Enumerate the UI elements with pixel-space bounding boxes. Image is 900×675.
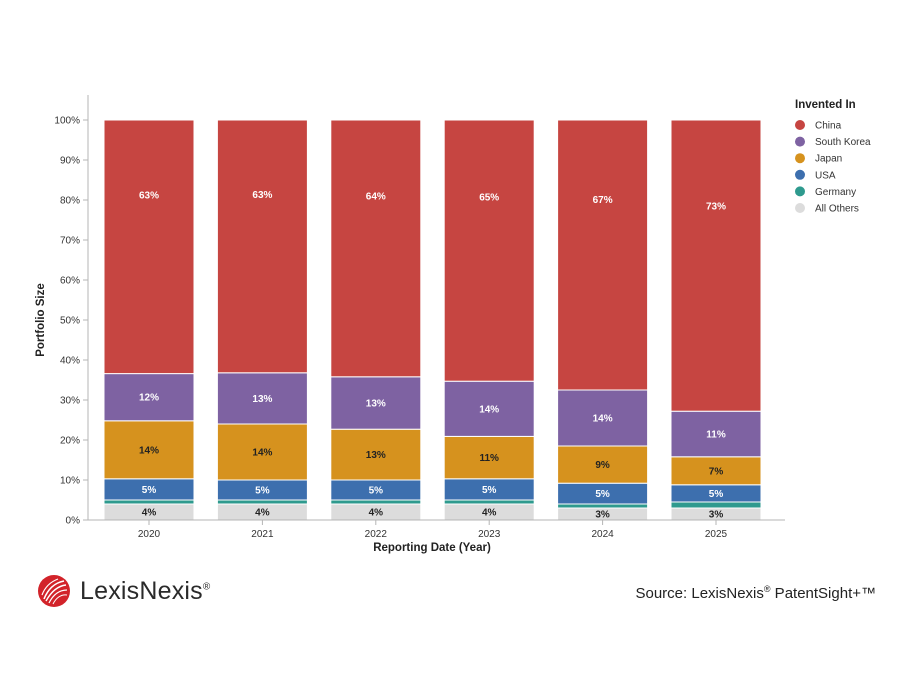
bar-japan-2024 [557,445,649,484]
legend-marker-germany [795,186,805,197]
data-label-china-2021: 63% [252,190,272,201]
source-prefix: Source: LexisNexis [635,585,764,602]
bar-japan-2022 [330,428,422,481]
data-label-all-others-2023: 4% [482,508,497,519]
y-tick-label: 70% [60,236,80,247]
x-tick-label: 2025 [705,529,728,540]
data-label-china-2024: 67% [593,195,613,206]
legend: Invented In China South Korea Japan USA Germ… [795,99,871,215]
bar-germany-2023 [443,499,535,505]
y-tick-label: 0% [66,516,81,527]
data-label-japan-2020: 14% [139,445,159,456]
bar-germany-2024 [557,503,649,509]
data-label-japan-2025: 7% [709,466,724,477]
bar-germany-2020 [103,499,195,505]
legend-title: Invented In [795,99,856,111]
y-tick-label: 60% [60,276,80,287]
y-axis: 0% 10% 20% 30% 40% 50% 60% 70% 80% 90% 100% [54,95,89,527]
bar-japan-2023 [443,435,535,480]
data-label-usa-2021: 5% [255,486,270,497]
x-tick-label: 2023 [478,529,501,540]
legend-marker-all-others [795,203,805,213]
data-label-china-2022: 64% [366,191,386,202]
stacked-bar-chart: 0% 10% 20% 30% 40% 50% 60% 70% 80% 90% 100% 4% 5% 14… [35,95,871,554]
source-note: Source: LexisNexis® PatentSight+™ [635,584,876,602]
y-tick-label: 20% [60,436,80,447]
legend-label-japan: Japan [815,154,842,165]
bar-south-korea-2025 [670,410,762,458]
bar-china-2022 [330,119,422,378]
legend-marker-japan [795,153,805,164]
bar-china-2021 [216,119,308,374]
lexisnexis-logo: LexisNexis® [36,573,210,609]
legend-marker-china [795,120,805,130]
bar-south-korea-2022 [330,376,422,430]
data-label-usa-2020: 5% [142,485,157,496]
source-suffix: PatentSight+™ [770,585,876,602]
bar-china-2024 [557,119,649,391]
data-label-all-others-2024: 3% [595,510,610,521]
data-label-south-korea-2021: 13% [252,394,272,405]
legend-label-germany: Germany [815,187,856,198]
bar-japan-2025 [670,456,762,486]
bar-germany-2025 [670,501,762,509]
x-axis-title: Reporting Date (Year) [373,542,491,554]
y-tick-label: 100% [54,116,80,127]
bar-south-korea-2024 [557,389,649,447]
legend-label-china: China [815,121,842,132]
data-label-china-2020: 63% [139,190,159,201]
legend-marker-usa [795,169,805,180]
data-label-china-2023: 65% [479,193,499,204]
data-label-south-korea-2024: 14% [593,414,613,425]
data-label-japan-2021: 14% [252,448,272,459]
data-label-south-korea-2020: 12% [139,393,159,404]
legend-label-all-others: All Others [815,204,859,215]
source-registered: ® [763,584,771,594]
legend-label-usa: USA [815,170,836,181]
lexisnexis-logo-icon [38,575,70,607]
data-label-south-korea-2025: 11% [706,430,726,441]
x-tick-label: 2020 [138,529,161,540]
y-tick-label: 50% [60,316,80,327]
data-label-all-others-2021: 4% [255,508,270,519]
y-tick-label: 40% [60,356,80,367]
y-axis-title: Portfolio Size [35,283,47,356]
brand-name: LexisNexis® [80,576,211,605]
data-label-usa-2024: 5% [595,489,610,500]
y-tick-label: 10% [60,476,80,487]
legend-label-south-korea: South Korea [815,137,871,148]
x-tick-label: 2021 [251,529,274,540]
legend-marker-south-korea [795,136,805,147]
x-tick-label: 2022 [365,529,388,540]
data-label-japan-2022: 13% [366,450,386,461]
data-label-japan-2024: 9% [595,460,610,471]
data-label-japan-2023: 11% [479,453,499,464]
bar-germany-2021 [216,499,308,505]
data-label-china-2025: 73% [706,201,726,212]
data-label-usa-2023: 5% [482,485,497,496]
bar-china-2025 [670,119,762,412]
bar-china-2020 [103,119,195,375]
bar-china-2023 [443,119,535,382]
data-label-usa-2025: 5% [709,489,724,500]
data-label-all-others-2020: 4% [142,508,157,519]
y-tick-label: 90% [60,156,80,167]
y-tick-label: 30% [60,396,80,407]
data-label-all-others-2022: 4% [369,508,384,519]
y-tick-label: 80% [60,196,80,207]
data-label-all-others-2025: 3% [709,510,724,521]
data-label-south-korea-2022: 13% [366,399,386,410]
x-axis: 2020 2021 2022 2023 2024 2025 [88,519,785,540]
bar-segments: 4% 5% 14% 12% 63% 4% 5% 14% 13% 63% 4% 5% 13% 13% 64% 4… [103,119,762,521]
data-label-usa-2022: 5% [369,486,384,497]
data-label-south-korea-2023: 14% [479,404,499,415]
x-tick-label: 2024 [591,529,614,540]
bar-germany-2022 [330,499,422,505]
